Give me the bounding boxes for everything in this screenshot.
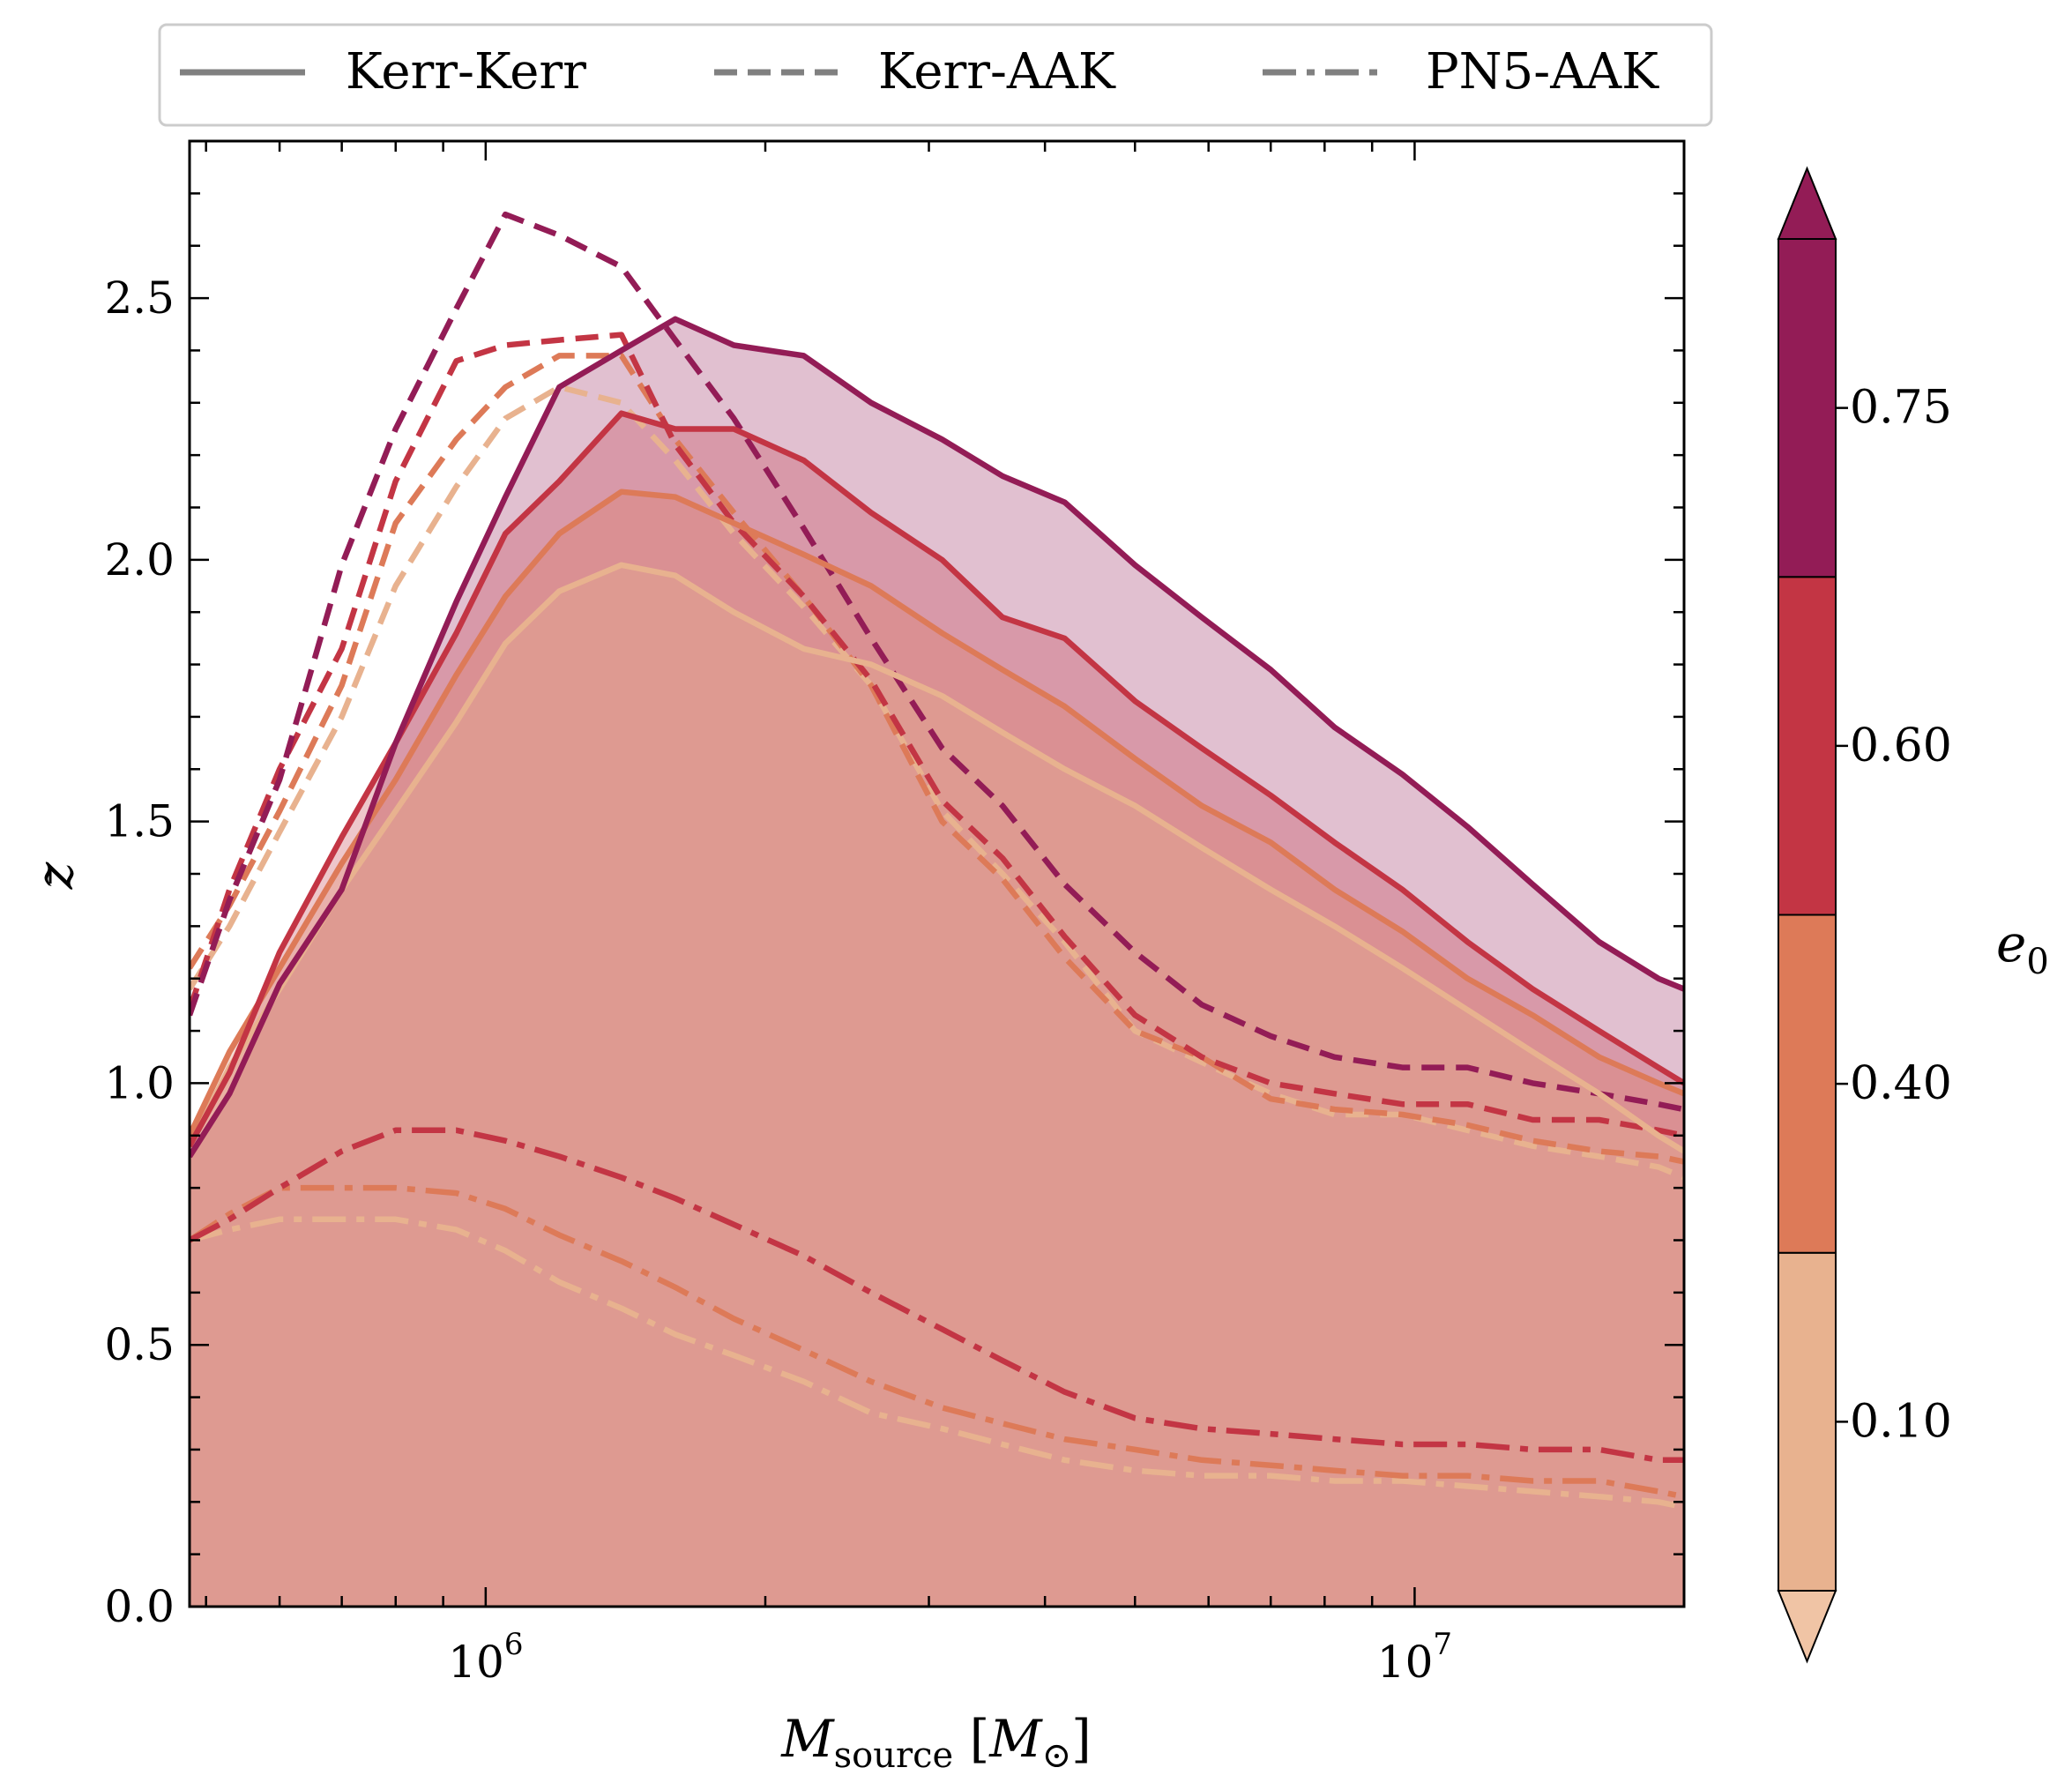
x-tick-label: 107 [1377, 1627, 1452, 1688]
colorbar-tick-label: 0.40 [1850, 1057, 1952, 1110]
y-tick-label: 0.5 [104, 1319, 175, 1370]
series-pn5-aak-e0-0p6 [190, 1127, 1684, 1464]
y-ticks: 0.0 0.5 1.0 1.5 2.0 2.5 [104, 139, 1684, 1632]
series-kerr-aak-e0-0p75 [190, 211, 1684, 1113]
y-tick-label: 1.0 [104, 1057, 175, 1108]
axes-frame [188, 139, 1686, 1608]
plot-area: 106 107 0.0 0.5 1.0 1.5 2.0 2.5 [104, 139, 1686, 1688]
legend-label-kerr-kerr: Kerr-Kerr [346, 43, 586, 101]
y-tick-label: 2.5 [104, 272, 175, 324]
series-kerr-aak-e0-0p6 [190, 332, 1684, 1138]
colorbar-extend-min [1777, 1590, 1837, 1664]
legend-label-kerr-aak: Kerr-AAK [878, 43, 1116, 101]
x-tick-exponent: 7 [1433, 1627, 1452, 1662]
series-kerr-kerr-e0-0p75 [190, 316, 1684, 1159]
fill-layer [190, 318, 1684, 1607]
colorbar-tick-label: 0.75 [1850, 382, 1952, 435]
colorbar-segment [1778, 576, 1837, 916]
x-axis-label: Msource [M⊙] [780, 1709, 1092, 1776]
series-kerr-kerr-e0-0p1 [190, 562, 1684, 1154]
legend-label-pn5-aak: PN5-AAK [1426, 43, 1659, 101]
legend: Kerr-Kerr Kerr-AAK PN5-AAK [158, 23, 1713, 127]
x-axis-label-text: Msource [M⊙] [780, 1709, 1092, 1776]
y-tick-label: 1.5 [104, 796, 175, 847]
series-pn5-aak-e0-0p4 [190, 1184, 1684, 1500]
fill-kerr-kerr-e0-0p4 [190, 491, 1684, 1607]
legend-frame [158, 23, 1713, 127]
line-layer [190, 211, 1684, 1510]
y-tick-label: 0.0 [104, 1581, 175, 1632]
colorbar-label-subscript: 0 [2026, 942, 2048, 982]
y-axis-label-text: z [25, 861, 85, 890]
series-kerr-kerr-e0-0p4 [190, 489, 1684, 1137]
colorbar-tick-label: 0.10 [1850, 1395, 1952, 1448]
fill-kerr-kerr-e0-0p1 [190, 564, 1684, 1607]
y-axis-label: z [25, 861, 85, 890]
series-kerr-aak-e0-0p1 [190, 384, 1684, 1181]
series-pn5-aak-e0-0p1 [190, 1216, 1684, 1510]
colorbar-tick-label: 0.60 [1850, 720, 1952, 772]
colorbar-segment [1778, 914, 1837, 1254]
x-tick-label: 106 [448, 1627, 523, 1688]
colorbar-body: 0.10 0.40 0.60 0.75 [1777, 166, 1952, 1664]
colorbar: 0.10 0.40 0.60 0.75 e0 [1777, 166, 2049, 1664]
colorbar-label-main: e [1996, 914, 2026, 973]
colorbar-label: e0 [1996, 914, 2049, 982]
colorbar-segment [1778, 238, 1837, 578]
x-tick-exponent: 6 [504, 1627, 524, 1662]
y-tick-label: 2.0 [104, 534, 175, 585]
x-ticks: 106 107 [205, 141, 1452, 1688]
colorbar-segment [1778, 1251, 1837, 1592]
colorbar-extend-max [1777, 166, 1837, 240]
series-kerr-aak-e0-0p4 [190, 353, 1684, 1165]
fill-kerr-kerr-e0-0p6 [190, 413, 1684, 1607]
